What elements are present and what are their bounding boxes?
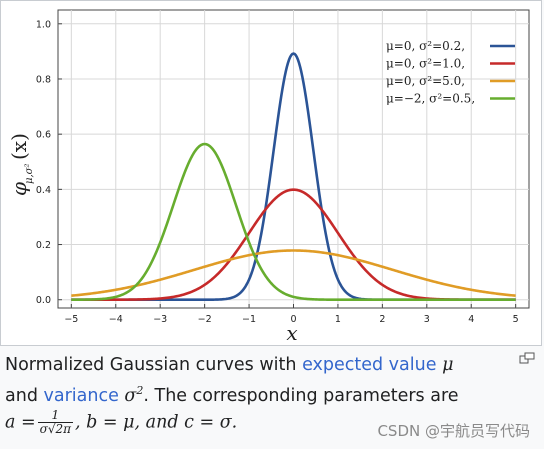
legend-label-2: μ=0, σ²=1.0, <box>386 57 465 71</box>
caption-text-2: . The corresponding parameters are <box>143 385 459 406</box>
series-line-3 <box>71 249 516 297</box>
sigma-squared: σ2 <box>124 384 144 406</box>
legend: μ=0, σ²=0.2, μ=0, σ²=1.0, μ=0, σ²=5.0, μ=−2… <box>386 39 515 106</box>
fraction-denominator: σ√2π <box>39 421 72 436</box>
caption-line-2: and variance σ2. The corresponding param… <box>5 378 525 409</box>
y-tick-label: 0.2 <box>36 240 51 251</box>
y-tick-label: 0.6 <box>36 130 51 141</box>
variance-link[interactable]: variance <box>43 385 119 406</box>
y-axis-label-phi: φ <box>7 182 31 196</box>
caption-text-1: Normalized Gaussian curves with <box>5 355 303 375</box>
figure-caption: Normalized Gaussian curves with expected… <box>5 352 525 436</box>
gaussian-chart: −5 −4 −3 −2 −1 0 1 2 3 4 5 0.0 0.2 0.4 0.6 0.8 1.0 x φ μ… <box>7 9 530 345</box>
y-tick-label: 0.4 <box>36 185 51 196</box>
sigma-exponent: 2 <box>136 384 144 397</box>
series-line-4 <box>71 142 516 302</box>
x-tick-label: −4 <box>109 314 123 325</box>
x-tick-label: −5 <box>64 314 78 325</box>
sigma-symbol: σ <box>124 385 137 406</box>
x-tick-label: −2 <box>198 314 212 325</box>
x-tick-label: 1 <box>335 314 341 325</box>
ticks: −5 −4 −3 −2 −1 0 1 2 3 4 5 0.0 0.2 0.4 0.6 0.8 1.0 <box>36 19 519 325</box>
legend-label-4: μ=−2, σ²=0.5, <box>386 92 475 106</box>
y-axis-label-arg: (x) <box>7 133 31 160</box>
y-axis-label: φ μ,σ² (x) <box>7 133 35 196</box>
b-c-definitions: , b = μ, and c = σ. <box>75 412 238 433</box>
x-tick-label: 5 <box>513 314 519 325</box>
y-tick-label: 0.8 <box>36 74 51 85</box>
legend-label-3: μ=0, σ²=5.0, <box>386 74 465 88</box>
fraction: 1 σ√2π <box>37 408 74 436</box>
caption-and: and <box>5 385 44 406</box>
legend-label-1: μ=0, σ²=0.2, <box>386 39 465 53</box>
x-tick-label: −3 <box>153 314 167 325</box>
x-tick-label: 3 <box>424 314 430 325</box>
a-equals: a = <box>5 412 36 433</box>
x-axis-label: x <box>286 321 297 345</box>
watermark: CSDN @宇航员写代码 <box>377 422 530 440</box>
x-tick-label: 4 <box>468 314 474 325</box>
enlarge-icon[interactable] <box>519 352 535 364</box>
x-tick-label: −1 <box>242 314 256 325</box>
y-axis-label-subscript: μ,σ² <box>24 163 35 184</box>
expected-value-link[interactable]: expected value <box>302 355 437 375</box>
fraction-numerator: 1 <box>37 408 74 423</box>
caption-line-1: Normalized Gaussian curves with expected… <box>5 352 525 378</box>
x-tick-label: 0 <box>290 314 296 325</box>
grid <box>58 10 529 308</box>
y-tick-label: 0.0 <box>36 295 51 306</box>
curves <box>71 52 516 302</box>
caption-line-3: a = 1 σ√2π, b = μ, and c = σ. <box>5 408 525 436</box>
y-tick-label: 1.0 <box>36 19 51 30</box>
x-tick-label: 2 <box>379 314 385 325</box>
mu-symbol: μ <box>442 355 454 375</box>
